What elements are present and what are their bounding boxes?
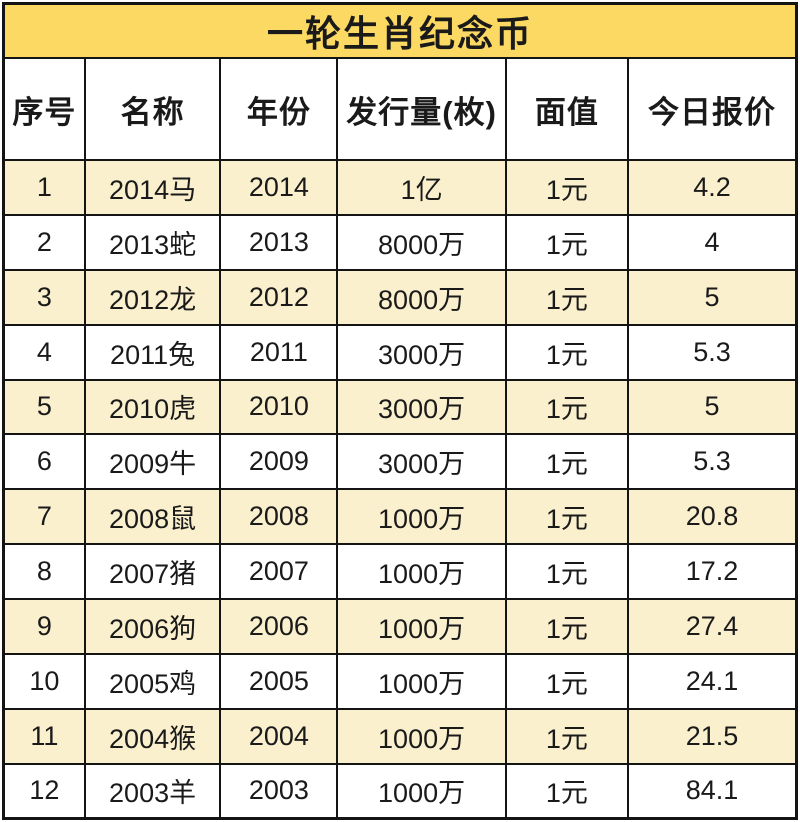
table-row: 8 2007猪 2007 1000万 1元 17.2 xyxy=(2,543,798,600)
table-cell: 12 xyxy=(2,762,86,820)
table-cell: 5.3 xyxy=(626,433,798,491)
table-row: 6 2009牛 2009 3000万 1元 5.3 xyxy=(2,433,798,491)
table-cell: 5 xyxy=(626,268,798,326)
table-cell: 1000万 xyxy=(336,762,507,820)
table-cell: 2006狗 xyxy=(83,598,222,655)
table-cell: 1元 xyxy=(504,652,629,710)
table-row: 4 2011兔 2011 3000万 1元 5.3 xyxy=(2,323,798,381)
table-cell: 2005鸡 xyxy=(83,652,222,710)
table-cell: 1元 xyxy=(504,488,629,546)
table-cell: 1元 xyxy=(504,762,629,820)
table-cell: 2011 xyxy=(219,323,339,381)
table-cell: 1元 xyxy=(504,433,629,491)
table-cell: 2008 xyxy=(219,488,339,546)
table-cell: 2013蛇 xyxy=(83,213,222,271)
table-cell: 2003羊 xyxy=(83,762,222,820)
table-cell: 4 xyxy=(626,213,798,271)
table-cell: 1000万 xyxy=(336,543,507,600)
table-row: 9 2006狗 2006 1000万 1元 27.4 xyxy=(2,598,798,655)
table-cell: 2012 xyxy=(219,268,339,326)
table-cell: 6 xyxy=(2,433,86,491)
table-cell: 2014马 xyxy=(83,159,222,216)
table-cell: 7 xyxy=(2,488,86,546)
table-row: 3 2012龙 2012 8000万 1元 5 xyxy=(2,268,798,326)
table-cell: 1元 xyxy=(504,378,629,436)
table-cell: 2014 xyxy=(219,159,339,216)
table-cell: 2007 xyxy=(219,543,339,600)
table-cell: 2010虎 xyxy=(83,378,222,436)
table-cell: 84.1 xyxy=(626,762,798,820)
table-cell: 2011兔 xyxy=(83,323,222,381)
table-row: 10 2005鸡 2005 1000万 1元 24.1 xyxy=(2,652,798,710)
table-cell: 8 xyxy=(2,543,86,600)
table-cell: 1元 xyxy=(504,543,629,600)
table-cell: 1000万 xyxy=(336,598,507,655)
table-cell: 2007猪 xyxy=(83,543,222,600)
table-cell: 2010 xyxy=(219,378,339,436)
table-cell: 1元 xyxy=(504,598,629,655)
table-cell: 27.4 xyxy=(626,598,798,655)
table-cell: 2004 xyxy=(219,707,339,765)
table-cell: 8000万 xyxy=(336,268,507,326)
table-cell: 5.3 xyxy=(626,323,798,381)
table-cell: 21.5 xyxy=(626,707,798,765)
column-header: 今日报价 xyxy=(626,57,798,161)
table-cell: 2009牛 xyxy=(83,433,222,491)
page-title: 一轮生肖纪念币 xyxy=(2,2,798,59)
table-cell: 3000万 xyxy=(336,433,507,491)
table-row: 2 2013蛇 2013 8000万 1元 4 xyxy=(2,213,798,271)
table-row: 1 2014马 2014 1亿 1元 4.2 xyxy=(2,159,798,216)
table-cell: 3 xyxy=(2,268,86,326)
table-row: 5 2010虎 2010 3000万 1元 5 xyxy=(2,378,798,436)
table-cell: 1元 xyxy=(504,323,629,381)
table-cell: 2008鼠 xyxy=(83,488,222,546)
table-cell: 1元 xyxy=(504,213,629,271)
table-cell: 5 xyxy=(2,378,86,436)
table-row: 11 2004猴 2004 1000万 1元 21.5 xyxy=(2,707,798,765)
table-cell: 24.1 xyxy=(626,652,798,710)
table-cell: 1亿 xyxy=(336,159,507,216)
table-cell: 3000万 xyxy=(336,323,507,381)
table-cell: 2013 xyxy=(219,213,339,271)
column-header: 面值 xyxy=(504,57,629,161)
table-cell: 1000万 xyxy=(336,488,507,546)
table-cell: 1 xyxy=(2,159,86,216)
table-cell: 17.2 xyxy=(626,543,798,600)
column-header: 年份 xyxy=(219,57,339,161)
table-cell: 2012龙 xyxy=(83,268,222,326)
table-row: 12 2003羊 2003 1000万 1元 84.1 xyxy=(2,762,798,820)
table-cell: 1元 xyxy=(504,159,629,216)
table-cell: 5 xyxy=(626,378,798,436)
table-cell: 2009 xyxy=(219,433,339,491)
header-row: 序号 名称 年份 发行量(枚) 面值 今日报价 xyxy=(2,57,798,161)
table-cell: 20.8 xyxy=(626,488,798,546)
title-row: 一轮生肖纪念币 xyxy=(2,2,798,59)
table-cell: 2006 xyxy=(219,598,339,655)
table-cell: 10 xyxy=(2,652,86,710)
table-cell: 4 xyxy=(2,323,86,381)
table-cell: 1元 xyxy=(504,268,629,326)
table-cell: 1000万 xyxy=(336,707,507,765)
table-cell: 2004猴 xyxy=(83,707,222,765)
table-cell: 2 xyxy=(2,213,86,271)
table-row: 7 2008鼠 2008 1000万 1元 20.8 xyxy=(2,488,798,546)
table-cell: 2003 xyxy=(219,762,339,820)
column-header: 发行量(枚) xyxy=(336,57,507,161)
column-header: 名称 xyxy=(83,57,222,161)
table-cell: 4.2 xyxy=(626,159,798,216)
table-cell: 1元 xyxy=(504,707,629,765)
table-cell: 11 xyxy=(2,707,86,765)
column-header: 序号 xyxy=(2,57,86,161)
table-cell: 8000万 xyxy=(336,213,507,271)
table-cell: 3000万 xyxy=(336,378,507,436)
table-body: 1 2014马 2014 1亿 1元 4.2 2 2013蛇 2013 8000万 1元 4 3 2012… xyxy=(2,159,798,820)
table-cell: 1000万 xyxy=(336,652,507,710)
table-cell: 9 xyxy=(2,598,86,655)
table-cell: 2005 xyxy=(219,652,339,710)
